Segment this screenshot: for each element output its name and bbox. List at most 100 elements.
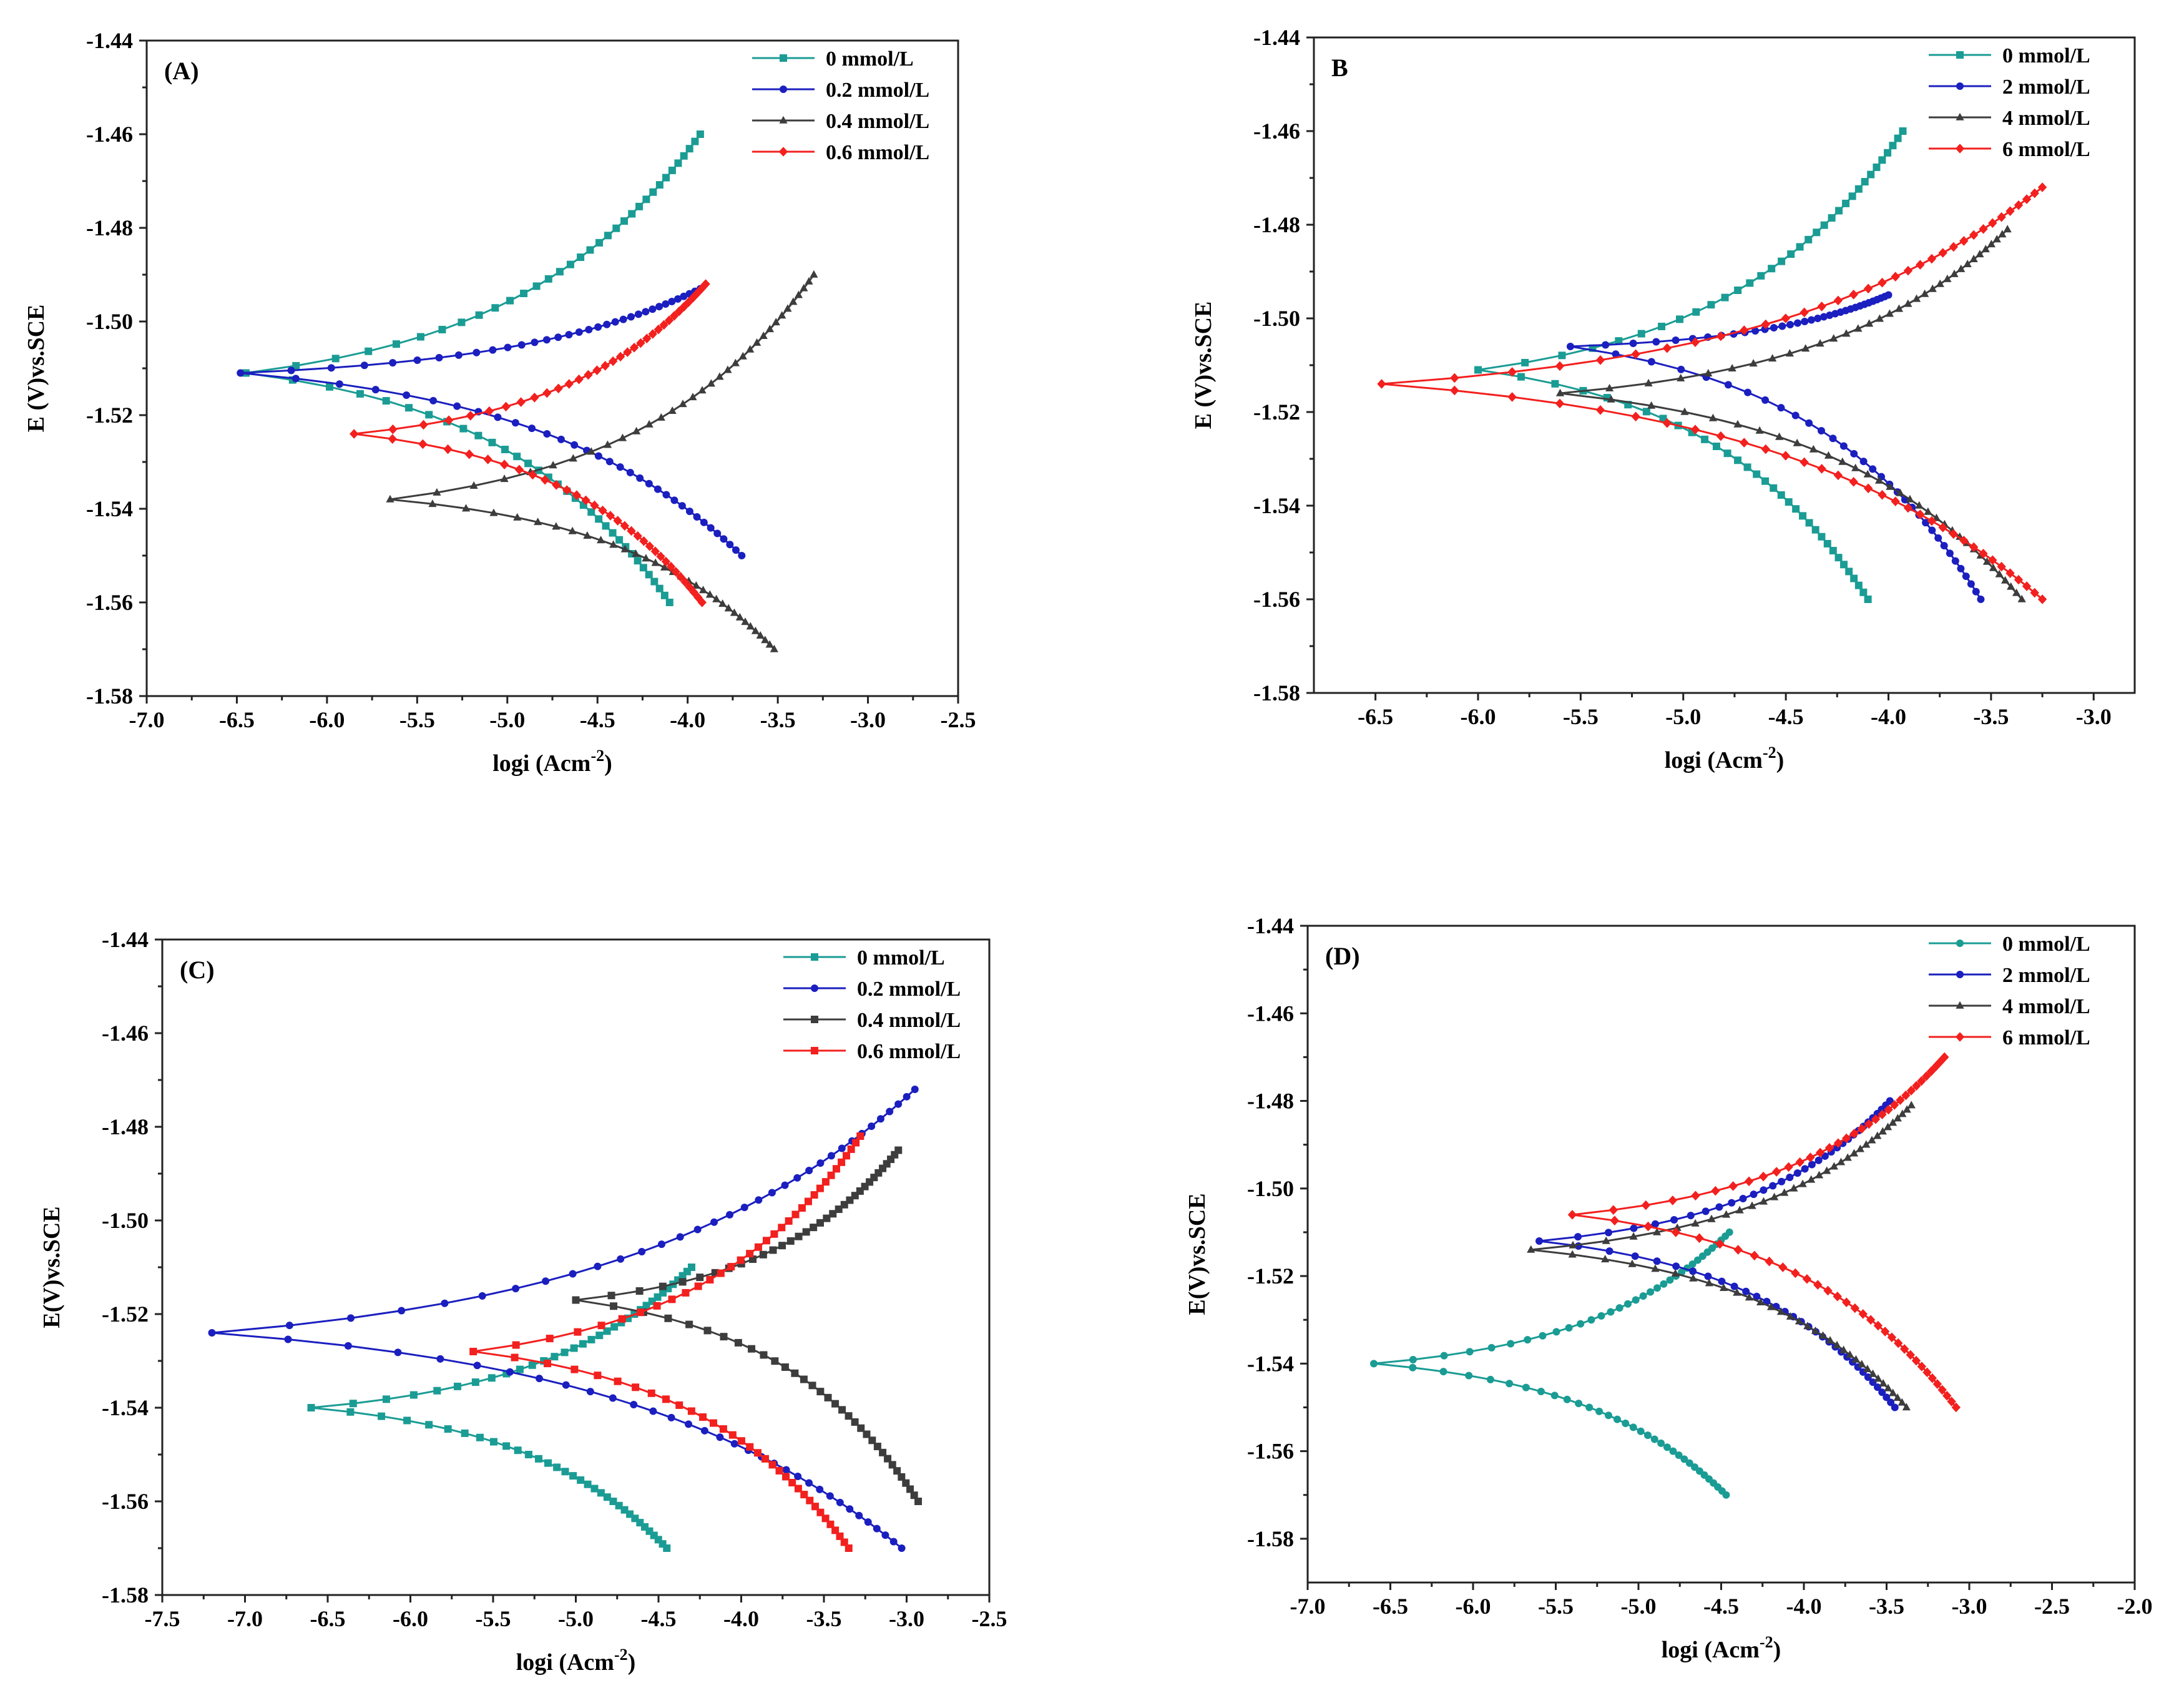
anodic-data-point	[653, 1302, 661, 1310]
y-tick-label: -1.56	[102, 1489, 149, 1514]
anodic-data-point	[1829, 334, 1838, 342]
cathodic-data-point	[838, 1406, 846, 1414]
chart-panel-3: -7.5 -7.0 -6.5 -6.0 -5.5 -5.0 -4.5 -4.0 -3.5 -3.0…	[39, 927, 1007, 1676]
anodic-data-point	[696, 130, 704, 138]
anodic-data-point	[1631, 349, 1640, 360]
legend-entry: 0.6 mmol/L	[783, 1040, 961, 1063]
plot-frame	[1313, 36, 2136, 694]
cathodic-data-point	[1809, 444, 1818, 453]
anodic-data-point	[1884, 149, 1892, 157]
anodic-data-point	[1862, 1140, 1871, 1148]
cathodic-data-point	[1555, 398, 1565, 409]
cathodic-data-point	[836, 1532, 844, 1540]
anodic-data-point	[810, 270, 818, 278]
cathodic-data-point	[710, 1419, 718, 1427]
cathodic-data-point	[1761, 477, 1770, 485]
anodic-data-point	[698, 386, 707, 394]
anodic-data-point	[680, 152, 688, 160]
cathodic-data-point	[1878, 489, 1887, 500]
anodic-data-point	[570, 1344, 578, 1352]
anodic-data-point	[668, 406, 677, 414]
cathodic-data-point	[794, 1485, 802, 1493]
cathodic-data-point	[1922, 1367, 1932, 1378]
anodic-data-point	[894, 1100, 903, 1108]
x-axis-title-end: )	[1773, 1637, 1781, 1663]
cathodic-data-point	[1465, 1372, 1473, 1380]
cathodic-data-point	[902, 1479, 910, 1487]
cathodic-data-point	[528, 469, 537, 480]
anodic-data-point	[398, 1307, 406, 1315]
cathodic-data-point	[753, 1449, 761, 1457]
anodic-data-point	[1748, 1201, 1756, 1209]
anodic-data-point	[1653, 1284, 1661, 1292]
cathodic-data-point	[1756, 1297, 1765, 1305]
anodic-data-point	[804, 1197, 812, 1205]
anodic-data-point	[1759, 1197, 1768, 1205]
cathodic-data-point	[632, 1383, 640, 1391]
cathodic-branch-line	[473, 1350, 850, 1549]
y-tick-label: -1.44	[86, 28, 133, 53]
anodic-data-point	[1746, 279, 1754, 287]
cathodic-data-point	[1803, 1322, 1812, 1330]
anodic-data-point	[1539, 1332, 1547, 1340]
legend-label: 0.2 mmol/L	[826, 79, 929, 102]
anodic-data-point	[649, 305, 657, 313]
cathodic-data-point	[845, 1412, 853, 1420]
cathodic-data-point	[1791, 1268, 1800, 1278]
anodic-data-point	[579, 1340, 587, 1348]
cathodic-data-point	[1977, 596, 1985, 603]
anodic-data-point	[347, 1314, 355, 1322]
legend-label: 0 mmol/L	[2002, 44, 2090, 67]
x-tick-label: -7.0	[1290, 1594, 1326, 1619]
anodic-data-point	[1711, 1185, 1720, 1196]
x-tick-label: -3.5	[1869, 1594, 1904, 1619]
cathodic-data-point	[627, 526, 636, 536]
anodic-data-point	[838, 1144, 846, 1152]
anodic-data-point	[1969, 255, 1978, 263]
anodic-data-point	[1647, 1288, 1655, 1296]
anodic-data-point	[1641, 1200, 1651, 1210]
anodic-data-point	[1903, 265, 1913, 276]
y-tick-label: -1.46	[1253, 119, 1300, 144]
cathodic-data-point	[2022, 581, 2032, 591]
anodic-data-point	[603, 1327, 611, 1335]
anodic-data-point	[1770, 324, 1778, 331]
cathodic-data-point	[664, 1314, 672, 1322]
anodic-data-point	[542, 336, 551, 344]
legend-marker	[1955, 1032, 1965, 1042]
cathodic-data-point	[656, 551, 665, 562]
cathodic-data-point	[831, 1400, 840, 1408]
anodic-data-point	[1751, 327, 1760, 335]
cathodic-data-point	[1884, 1383, 1893, 1391]
cathodic-data-point	[893, 1467, 901, 1475]
cathodic-data-point	[1863, 469, 1872, 478]
cathodic-data-point	[1712, 443, 1720, 450]
anodic-data-point	[1595, 355, 1605, 365]
cathodic-data-point	[910, 1491, 918, 1499]
cathodic-data-point	[403, 391, 411, 399]
y-axis-title: E(V)vs.SCE	[1184, 1193, 1210, 1315]
cathodic-data-point	[499, 459, 509, 469]
cathodic-data-point	[1887, 1332, 1897, 1343]
cathodic-data-point	[443, 444, 453, 454]
cathodic-data-point	[1610, 1215, 1620, 1226]
cathodic-data-point	[636, 474, 644, 482]
cathodic-data-point	[356, 390, 364, 398]
anodic-data-point	[1521, 358, 1529, 366]
anodic-data-point	[765, 325, 775, 333]
cathodic-data-point	[826, 1520, 835, 1528]
series-4-mmol-L	[1555, 225, 2026, 602]
cathodic-data-point	[534, 1455, 542, 1463]
cathodic-data-point	[1863, 1365, 1872, 1373]
cathodic-data-point	[1733, 1288, 1741, 1296]
anodic-data-point	[1835, 207, 1843, 215]
anodic-data-point	[2030, 188, 2039, 199]
cathodic-data-point	[665, 599, 673, 606]
cathodic-data-point	[732, 546, 740, 554]
anodic-data-point	[1785, 349, 1794, 357]
cathodic-data-point	[914, 1498, 923, 1505]
anodic-data-point	[392, 340, 400, 348]
cathodic-data-point	[906, 1485, 914, 1493]
anodic-data-point	[1878, 156, 1886, 164]
anodic-data-point	[802, 1228, 810, 1236]
